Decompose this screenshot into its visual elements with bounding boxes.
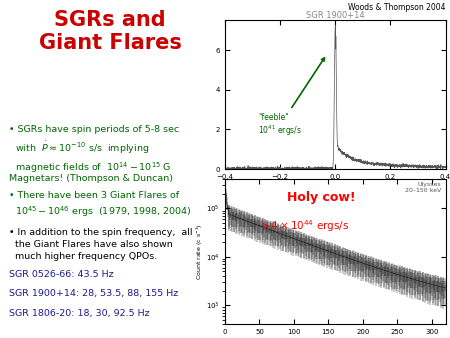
Text: Magnetars! (Thompson & Duncan): Magnetars! (Thompson & Duncan) xyxy=(9,174,173,183)
Text: • SGRs have spin periods of 5-8 sec
  with  $\dot{P} \approx 10^{-10}$ s/s  impl: • SGRs have spin periods of 5-8 sec with… xyxy=(9,125,179,175)
Text: SGR 0526-66: 43.5 Hz: SGR 0526-66: 43.5 Hz xyxy=(9,270,113,280)
Text: SGR 1806-20: 18, 30, 92.5 Hz: SGR 1806-20: 18, 30, 92.5 Hz xyxy=(9,309,149,318)
Text: Woods & Thompson 2004: Woods & Thompson 2004 xyxy=(348,3,446,13)
Y-axis label: Count rate (c s$^{-1}$): Count rate (c s$^{-1}$) xyxy=(195,223,205,280)
Title: SGR 1900+14: SGR 1900+14 xyxy=(306,10,364,20)
Text: Holy cow!: Holy cow! xyxy=(287,191,356,204)
Text: • There have been 3 Giant Flares of
  $10^{45} - 10^{46}$ ergs  (1979, 1998, 200: • There have been 3 Giant Flares of $10^… xyxy=(9,191,192,219)
X-axis label: Time (s): Time (s) xyxy=(320,186,351,194)
Text: • In addition to the spin frequency,  all
  the Giant Flares have also shown
  m: • In addition to the spin frequency, all… xyxy=(9,228,193,262)
Text: SGRs and
Giant Flares: SGRs and Giant Flares xyxy=(39,10,182,52)
Text: $> 4 \times 10^{44}$ ergs/s: $> 4 \times 10^{44}$ ergs/s xyxy=(258,218,349,234)
Text: SGR 1900+14: 28, 53.5, 88, 155 Hz: SGR 1900+14: 28, 53.5, 88, 155 Hz xyxy=(9,289,178,298)
Text: "feeble"
$10^{41}$ ergs/s: "feeble" $10^{41}$ ergs/s xyxy=(258,58,324,138)
Text: Ulysses
20–150 keV: Ulysses 20–150 keV xyxy=(405,182,441,193)
